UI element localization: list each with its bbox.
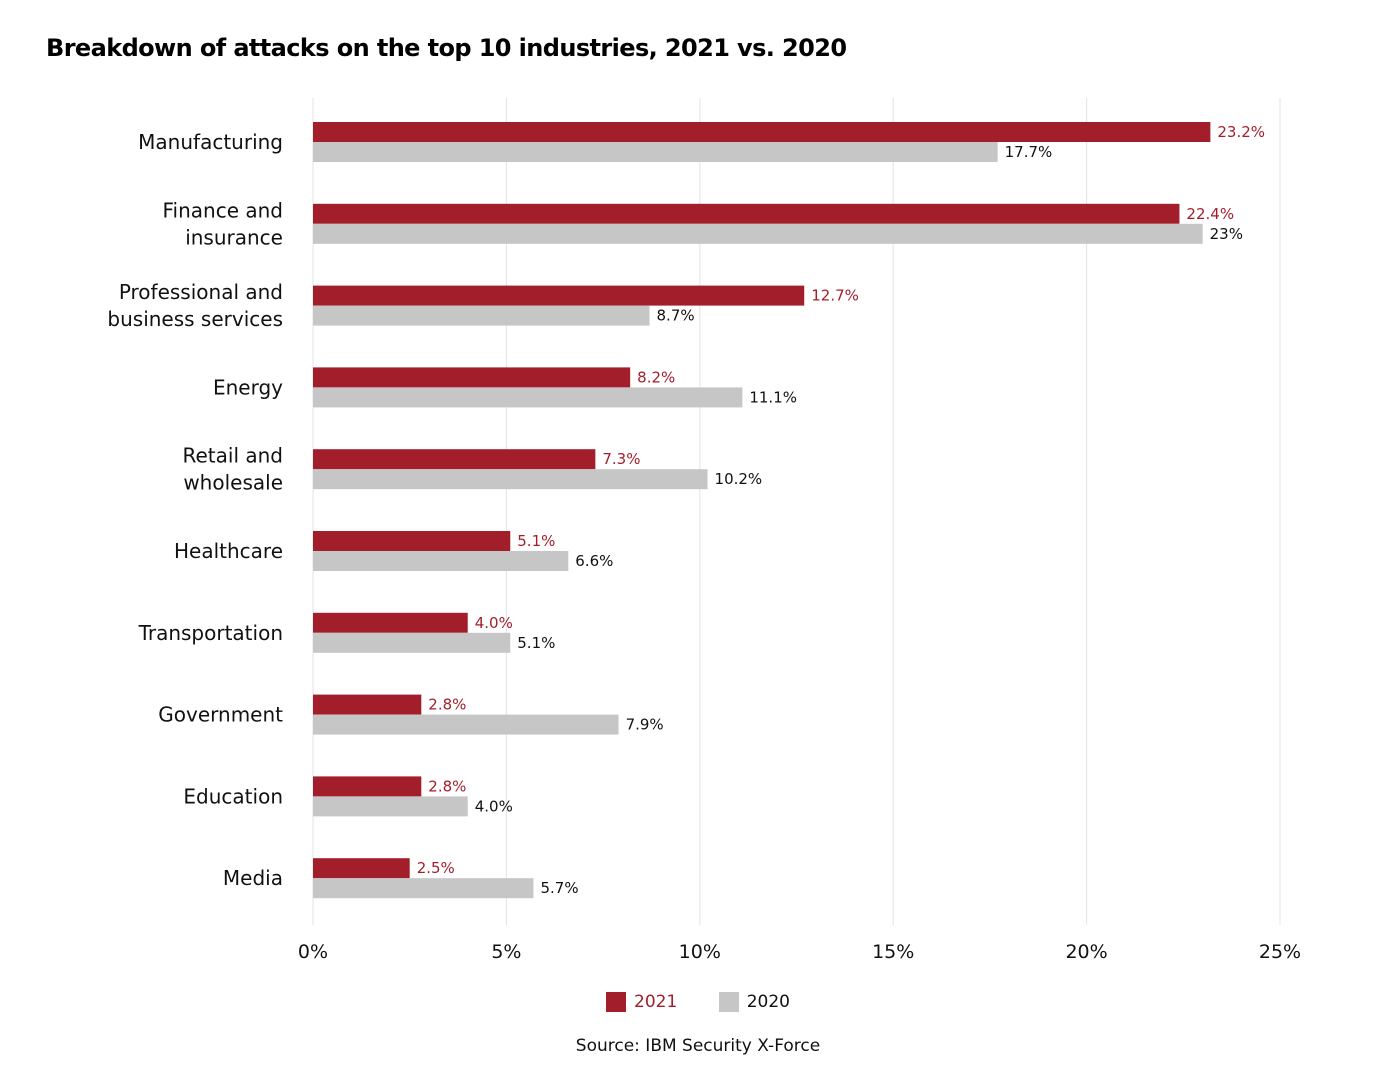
x-tick-label: 15% (872, 941, 914, 963)
bar-2020 (313, 796, 468, 817)
category-label: wholesale (183, 471, 283, 495)
legend-swatch-2021 (606, 992, 627, 1012)
category-label: business services (107, 307, 283, 331)
x-axis-ticks: 0% 5% 10% 15% 20% 25% (298, 941, 1301, 963)
bar-2021 (313, 858, 410, 879)
bar-chart: 23.2% 17.7% 22.4% 23% 12.7% 8.7% 8.2% 11.1% 7.3%… (107, 98, 1301, 963)
category-label: Media (223, 866, 283, 890)
category-label: Education (183, 784, 283, 808)
x-tick-label: 10% (679, 941, 721, 963)
data-label-2020: 7.9% (626, 716, 664, 734)
bar-2020 (313, 387, 743, 408)
data-label-2020: 17.7% (1005, 143, 1053, 161)
data-label-2021: 4.0% (475, 614, 513, 632)
data-label-2021: 2.5% (417, 859, 455, 877)
bar-2021 (313, 776, 422, 797)
legend-label-2020: 2020 (746, 992, 790, 1012)
data-label-2021: 5.1% (517, 532, 555, 550)
category-label: Finance and (163, 198, 284, 222)
bar-2020 (313, 305, 650, 326)
category-label: Manufacturing (138, 130, 283, 154)
category-label: Professional and (119, 280, 283, 304)
bar-2021 (313, 203, 1180, 224)
data-label-2021: 2.8% (428, 696, 466, 714)
data-label-2021: 7.3% (602, 450, 640, 468)
legend: 2021 2020 (0, 992, 1396, 1017)
source-note: Source: IBM Security X-Force (575, 1036, 821, 1056)
bar-2020 (313, 714, 619, 735)
data-label-2020: 23% (1210, 225, 1243, 243)
x-tick-label: 5% (491, 941, 521, 963)
legend-item-2020: 2020 (718, 992, 790, 1012)
data-label-2021: 22.4% (1186, 205, 1234, 223)
bar-2021 (313, 122, 1211, 142)
legend-label-2021: 2021 (634, 992, 678, 1012)
category-label: insurance (185, 225, 283, 249)
chart-title: Breakdown of attacks on the top 10 indus… (46, 34, 847, 62)
bar-2020 (313, 223, 1203, 244)
x-tick-label: 0% (298, 941, 328, 963)
data-label-2021: 2.8% (428, 777, 466, 795)
data-label-2021: 8.2% (637, 368, 675, 386)
data-label-2021: 23.2% (1217, 123, 1265, 141)
data-label-2020: 5.7% (540, 879, 578, 897)
bar-2021 (313, 285, 805, 306)
bar-2021 (313, 367, 631, 388)
x-tick-label: 20% (1065, 941, 1107, 963)
legend-item-2021: 2021 (606, 992, 677, 1012)
bar-2020 (313, 878, 534, 899)
data-label-2021: 12.7% (811, 287, 859, 305)
category-label: Healthcare (174, 539, 283, 563)
category-label: Transportation (138, 621, 283, 645)
bar-2021 (313, 612, 468, 633)
bar-2020 (313, 142, 998, 162)
category-label: Energy (213, 375, 283, 399)
bar-2020 (313, 632, 511, 653)
data-label-2020: 6.6% (575, 552, 613, 570)
bars: 23.2% 17.7% 22.4% 23% 12.7% 8.7% 8.2% 11.1% 7.3%… (313, 122, 1265, 899)
data-label-2020: 4.0% (475, 797, 513, 815)
bar-2021 (313, 449, 596, 470)
data-label-2020: 11.1% (749, 388, 797, 406)
x-tick-label: 25% (1259, 941, 1301, 963)
bar-2021 (313, 531, 511, 551)
data-label-2020: 5.1% (517, 634, 555, 652)
legend-swatch-2020 (718, 992, 739, 1012)
bar-2020 (313, 469, 708, 490)
data-label-2020: 8.7% (657, 307, 695, 325)
category-labels: Manufacturing Finance and insurance Profess… (107, 130, 283, 890)
category-label: Retail and (183, 444, 284, 468)
bar-2021 (313, 694, 422, 715)
bar-2020 (313, 551, 569, 571)
data-label-2020: 10.2% (715, 470, 763, 488)
category-label: Government (158, 703, 283, 727)
